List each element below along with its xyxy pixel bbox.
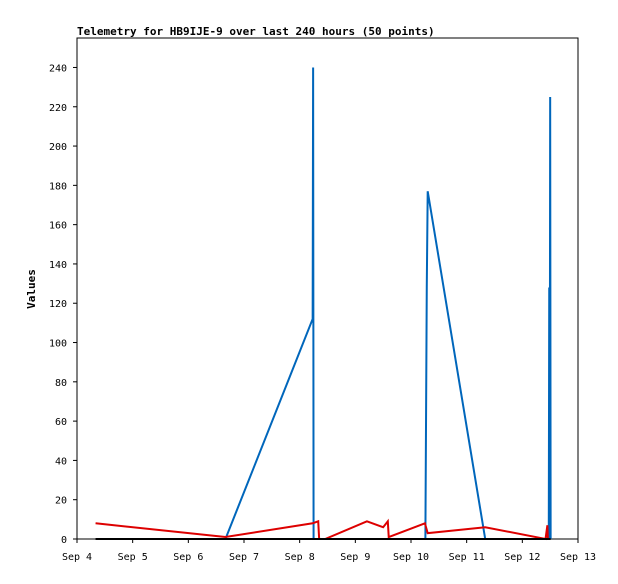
y-ticks: 0 20 40 60 80 100 120 140 160 180 200 220 240: [49, 63, 77, 546]
y-tick-label: 60: [55, 417, 67, 428]
series-layer: [95, 67, 552, 541]
y-tick-label: 0: [61, 535, 67, 546]
plot-frame: [76, 37, 579, 540]
x-tick-label: Sep 8: [285, 552, 315, 563]
y-tick-label: 20: [55, 496, 67, 507]
x-tick-label: Sep 11: [449, 552, 485, 563]
y-tick-label: 140: [49, 260, 67, 271]
series-line-0: [224, 67, 552, 540]
y-tick-label: 240: [49, 63, 67, 74]
x-tick-label: Sep 7: [229, 552, 259, 563]
y-tick-label: 40: [55, 456, 67, 467]
x-tick-label: Sep 6: [173, 552, 203, 563]
y-tick-label: 160: [49, 221, 67, 232]
y-tick-label: 220: [49, 103, 67, 114]
y-tick-label: 120: [49, 299, 67, 310]
y-tick-label: 80: [55, 378, 67, 389]
x-tick-label: Sep 5: [118, 552, 148, 563]
x-ticks: Sep 4 Sep 5 Sep 6 Sep 7 Sep 8 Sep 9 Sep 10 Sep …: [62, 539, 596, 563]
x-tick-label: Sep 13: [560, 552, 596, 563]
y-tick-label: 200: [49, 142, 67, 153]
x-tick-label: Sep 10: [393, 552, 429, 563]
y-tick-label: 100: [49, 339, 67, 350]
y-axis-label: Values: [25, 269, 38, 309]
series-line-1: [95, 518, 549, 541]
x-tick-label: Sep 4: [62, 552, 92, 563]
x-tick-label: Sep 12: [504, 552, 540, 563]
chart-title: Telemetry for HB9IJE-9 over last 240 hou…: [77, 25, 435, 38]
x-tick-label: Sep 9: [340, 552, 370, 563]
y-tick-label: 180: [49, 181, 67, 192]
